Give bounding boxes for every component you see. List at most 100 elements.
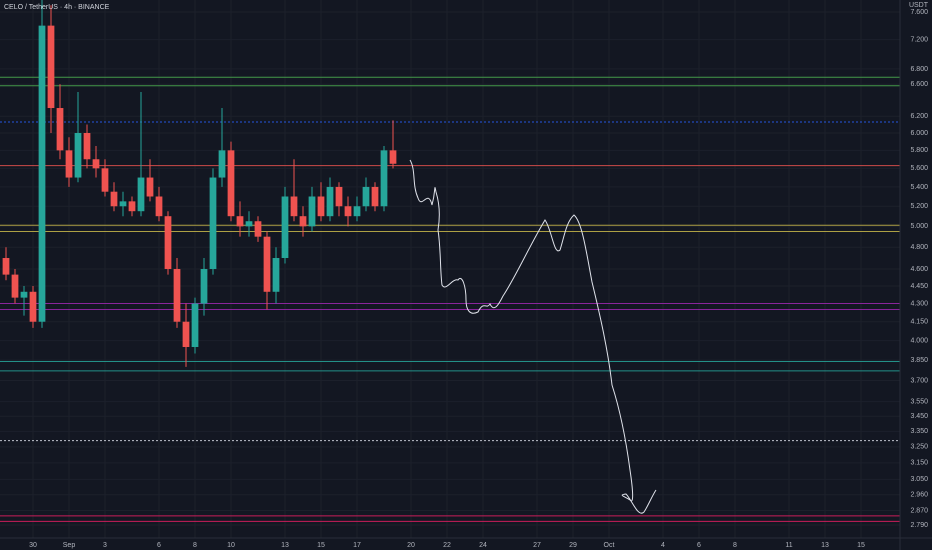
x-tick-label: 6 xyxy=(697,542,701,549)
candle-body xyxy=(200,269,208,304)
candles xyxy=(2,0,397,367)
x-tick-label: 17 xyxy=(353,542,361,549)
x-tick-label: Sep xyxy=(63,542,76,549)
time-axis xyxy=(0,538,932,550)
y-tick-label: 4.800 xyxy=(910,244,928,251)
candle-body xyxy=(182,321,190,348)
candle-body xyxy=(29,291,37,322)
candle-body xyxy=(56,108,64,151)
candle-body xyxy=(245,221,253,227)
y-tick-label: 5.200 xyxy=(910,203,928,210)
candle-body xyxy=(101,168,109,192)
candle-body xyxy=(47,25,55,109)
x-tick-label: 13 xyxy=(281,542,289,549)
candle-body xyxy=(272,258,280,292)
y-tick-label: 6.200 xyxy=(910,113,928,120)
y-tick-label: 3.150 xyxy=(910,460,928,467)
candle-body xyxy=(119,201,127,207)
x-tick-label: 6 xyxy=(157,542,161,549)
axis-labels: 7.600 7.200 6.800 6.600 6.200 6.000 5.800 5.600… xyxy=(29,9,928,549)
y-tick-label: 4.450 xyxy=(910,283,928,290)
y-axis-label: USDT xyxy=(909,2,929,9)
y-tick-label: 2.790 xyxy=(910,522,928,529)
x-tick-label: 15 xyxy=(317,542,325,549)
y-tick-label: 3.050 xyxy=(910,476,928,483)
y-tick-label: 3.700 xyxy=(910,377,928,384)
y-tick-label: 3.250 xyxy=(910,444,928,451)
candle-body xyxy=(263,236,271,292)
x-tick-label: 29 xyxy=(569,542,577,549)
candle-body xyxy=(254,221,262,237)
candle-body xyxy=(128,201,136,212)
x-tick-label: 15 xyxy=(857,542,865,549)
drawing xyxy=(409,159,657,514)
price-axis xyxy=(900,0,932,550)
candle-body xyxy=(74,132,82,178)
candle-body xyxy=(110,191,118,207)
y-tick-label: 4.000 xyxy=(910,337,928,344)
candle-body xyxy=(20,291,28,298)
candle-body xyxy=(38,25,46,322)
candle-body xyxy=(209,177,217,270)
x-tick-label: 3 xyxy=(103,542,107,549)
candle-body xyxy=(389,150,397,164)
candle-body xyxy=(164,216,172,270)
y-tick-label: 5.400 xyxy=(910,184,928,191)
x-tick-label: 13 xyxy=(821,542,829,549)
y-tick-label: 3.350 xyxy=(910,428,928,435)
y-tick-label: 6.000 xyxy=(910,130,928,137)
candle-body xyxy=(308,196,316,227)
candle-body xyxy=(353,206,361,217)
candle-body xyxy=(299,216,307,227)
x-tick-label: 24 xyxy=(479,542,487,549)
x-tick-label: 22 xyxy=(443,542,451,549)
x-tick-label: 30 xyxy=(29,542,37,549)
candle-body xyxy=(362,186,370,207)
candle-body xyxy=(92,159,100,169)
y-tick-label: 6.600 xyxy=(910,81,928,88)
candle-body xyxy=(218,150,226,178)
candle-body xyxy=(281,196,289,259)
y-tick-label: 5.600 xyxy=(910,165,928,172)
candle-body xyxy=(155,196,163,217)
x-tick-label: 11 xyxy=(785,542,792,549)
candle-body xyxy=(227,150,235,217)
y-tick-label: 3.550 xyxy=(910,399,928,406)
candle-body xyxy=(371,186,379,207)
x-tick-label: 8 xyxy=(193,542,197,549)
y-tick-label: 4.300 xyxy=(910,300,928,307)
y-tick-label: 7.600 xyxy=(910,9,928,16)
y-tick-label: 5.000 xyxy=(910,223,928,230)
y-tick-label: 2.870 xyxy=(910,507,928,514)
candle-body xyxy=(65,150,73,178)
y-tick-label: 6.800 xyxy=(910,66,928,73)
x-tick-label: 8 xyxy=(733,542,737,549)
grid xyxy=(0,0,900,538)
candle-body xyxy=(317,196,325,217)
candle-body xyxy=(236,216,244,227)
y-tick-label: 7.200 xyxy=(910,37,928,44)
x-tick-label: Oct xyxy=(604,542,615,549)
y-tick-label: 3.850 xyxy=(910,357,928,364)
candle-body xyxy=(380,150,388,207)
y-tick-label: 2.960 xyxy=(910,492,928,499)
candle-body xyxy=(137,177,145,212)
x-tick-label: 20 xyxy=(407,542,415,549)
candle-body xyxy=(173,269,181,322)
candle-body xyxy=(2,258,10,275)
candle-body xyxy=(290,196,298,217)
candle-body xyxy=(344,206,352,217)
candle-body xyxy=(191,303,199,348)
candle-body xyxy=(326,186,334,217)
y-tick-label: 4.150 xyxy=(910,319,928,326)
y-tick-label: 3.450 xyxy=(910,413,928,420)
candle-body xyxy=(83,132,91,160)
x-tick-label: 27 xyxy=(533,542,541,549)
y-tick-label: 4.600 xyxy=(910,266,928,273)
y-tick-label: 5.800 xyxy=(910,147,928,154)
candle-body xyxy=(335,186,343,207)
x-tick-label: 10 xyxy=(227,542,235,549)
